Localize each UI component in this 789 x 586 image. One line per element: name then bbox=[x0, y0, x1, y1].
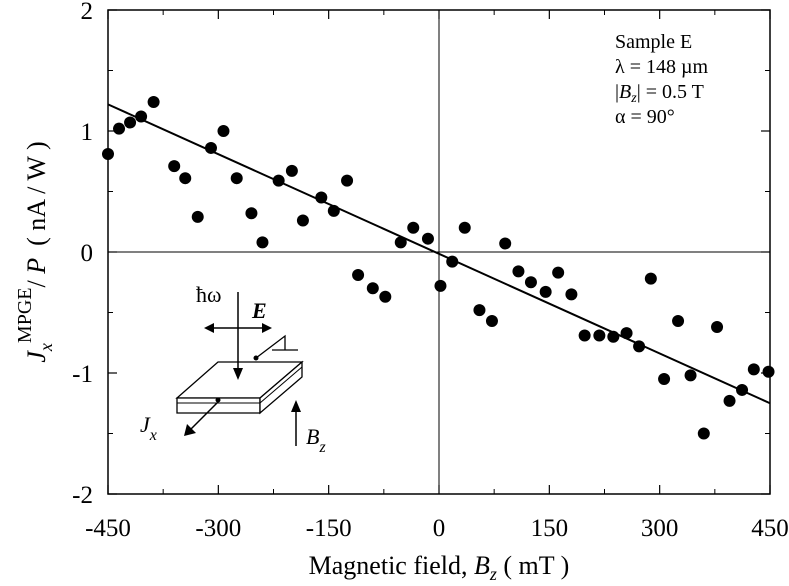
data-point bbox=[135, 110, 148, 123]
data-point bbox=[723, 394, 736, 407]
data-point bbox=[593, 329, 606, 342]
data-point bbox=[272, 174, 285, 187]
data-point bbox=[607, 330, 620, 343]
data-point bbox=[366, 282, 379, 295]
data-point bbox=[747, 363, 760, 376]
data-point bbox=[327, 204, 340, 217]
bz-arrow-head bbox=[291, 400, 301, 412]
x-tick-label: -450 bbox=[85, 515, 131, 542]
annotation-bz: |Bz| = 0.5 T bbox=[615, 81, 704, 106]
data-point bbox=[179, 172, 192, 185]
y-tick-label: -2 bbox=[72, 482, 93, 509]
data-point bbox=[352, 268, 365, 281]
data-point bbox=[633, 340, 646, 353]
inset-schematic: ħω E Jx Bz bbox=[140, 282, 326, 456]
e-field-arrow-head-left bbox=[204, 323, 214, 333]
data-point bbox=[191, 210, 204, 223]
data-point bbox=[762, 365, 775, 378]
x-tick-label: 0 bbox=[433, 515, 446, 542]
data-point bbox=[446, 255, 459, 268]
data-point bbox=[217, 125, 230, 137]
jx-arrow-head bbox=[184, 424, 196, 436]
y-tick-label: 2 bbox=[81, 0, 94, 25]
fit-line bbox=[107, 103, 771, 405]
slab-layer-line-side bbox=[259, 366, 303, 404]
contact-wire bbox=[255, 334, 286, 359]
inset-label-jx: Jx bbox=[140, 412, 157, 444]
data-point bbox=[256, 236, 269, 249]
x-tick-label: 300 bbox=[641, 515, 679, 542]
axis-ticks bbox=[107, 9, 771, 495]
inset-label-e: E bbox=[251, 298, 267, 323]
x-tick-label: -150 bbox=[306, 515, 352, 542]
x-axis-label: Magnetic field, Bz ( mT ) bbox=[309, 551, 570, 584]
data-point bbox=[697, 427, 710, 440]
data-point bbox=[113, 122, 126, 135]
data-point bbox=[379, 290, 392, 303]
y-tick-label: 1 bbox=[81, 119, 94, 146]
data-point bbox=[711, 321, 724, 334]
x-tick-label: 150 bbox=[531, 515, 569, 542]
data-point bbox=[578, 329, 591, 342]
light-arrow-head bbox=[233, 368, 243, 380]
data-point bbox=[539, 285, 552, 298]
data-point bbox=[394, 236, 407, 249]
data-point bbox=[434, 279, 447, 292]
data-point bbox=[512, 265, 525, 278]
data-point bbox=[499, 237, 512, 250]
y-tick-label: -1 bbox=[72, 361, 93, 388]
jx-arrow bbox=[189, 401, 219, 431]
data-point bbox=[644, 272, 657, 285]
data-point bbox=[245, 207, 258, 220]
e-field-arrow-head-right bbox=[262, 323, 272, 333]
data-point bbox=[524, 276, 537, 289]
tick-labels: -450 -300 -150 0 150 300 450 2 1 0 -1 -2 bbox=[72, 0, 789, 542]
data-point bbox=[672, 314, 685, 327]
data-point bbox=[684, 369, 697, 382]
data-point bbox=[296, 214, 309, 227]
data-point bbox=[147, 95, 160, 108]
data-points bbox=[102, 95, 775, 440]
data-point bbox=[473, 304, 486, 317]
contact-dot-front bbox=[215, 397, 221, 403]
x-tick-label: 450 bbox=[751, 515, 789, 542]
x-tick-label: -300 bbox=[195, 515, 241, 542]
data-point bbox=[285, 164, 298, 177]
data-point bbox=[124, 116, 137, 129]
slab-side bbox=[259, 360, 303, 415]
data-point bbox=[552, 266, 565, 279]
data-point bbox=[736, 383, 749, 396]
data-point bbox=[458, 221, 471, 234]
data-point bbox=[204, 141, 217, 154]
y-axis-label: JxMPGE/ P( nA / W ) bbox=[14, 141, 56, 362]
data-point bbox=[565, 288, 578, 301]
data-point bbox=[658, 373, 671, 386]
data-point bbox=[315, 191, 328, 204]
data-point bbox=[620, 327, 633, 340]
data-point bbox=[168, 160, 181, 173]
data-point bbox=[102, 147, 114, 160]
inset-label-hw: ħω bbox=[196, 282, 221, 307]
data-point bbox=[341, 174, 354, 187]
data-point bbox=[421, 232, 434, 245]
y-tick-label: 0 bbox=[81, 240, 94, 267]
data-point bbox=[407, 221, 420, 234]
data-point bbox=[230, 172, 243, 185]
annotation-alpha: α = 90° bbox=[615, 106, 675, 128]
inset-label-bz: Bz bbox=[306, 424, 326, 456]
annotation-sample: Sample E bbox=[615, 31, 692, 53]
annotation-lambda: λ = 148 µm bbox=[615, 56, 709, 78]
data-point bbox=[485, 314, 498, 327]
